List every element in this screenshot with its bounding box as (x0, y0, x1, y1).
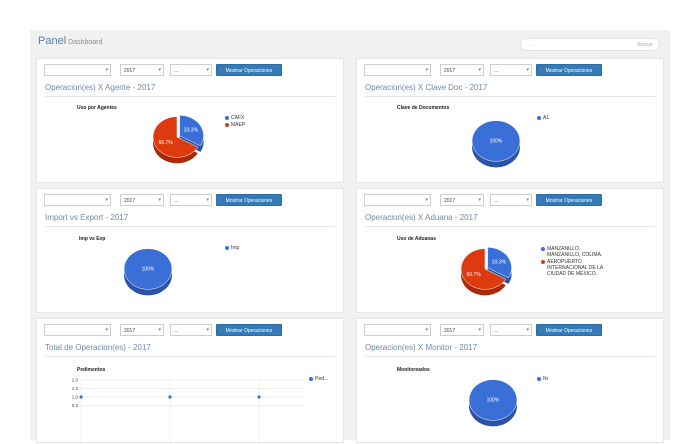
pie-chart: 100% (37, 189, 345, 314)
search-placeholder: ... (529, 42, 533, 48)
line-chart: 2.0 1.5 1.0 0.5 (37, 319, 345, 444)
pie-chart: 33.3% 66.7% (37, 59, 345, 184)
pie-chart: 33.3% 66.7% (357, 189, 665, 314)
search-button[interactable]: Buscar (637, 42, 653, 48)
y-tick-label: 0.5 (72, 403, 79, 408)
y-tick-label: 2.0 (72, 378, 79, 383)
pie-slice-label: 100% (490, 139, 503, 145)
page-subtitle: Dashboard (68, 39, 102, 46)
search-input[interactable]: ... Buscar (520, 38, 660, 51)
y-tick-label: 1.5 (72, 386, 79, 391)
y-tick-label: 1.0 (72, 395, 79, 400)
pie-slice-label: 33.3% (184, 128, 199, 134)
chart-axis: 2.0 1.5 1.0 0.5 (72, 378, 305, 444)
pie-chart: 100% (357, 59, 665, 184)
pie-chart: 100% (357, 319, 665, 444)
data-point[interactable] (168, 395, 171, 398)
pie-slice-label: 33.3% (492, 260, 507, 266)
data-point[interactable] (257, 395, 260, 398)
pie-slice-label: 66.7% (158, 140, 173, 146)
data-point[interactable] (79, 395, 82, 398)
pie-slice-label: 100% (487, 398, 500, 404)
pie-slice-label: 66.7% (466, 272, 481, 278)
pie-slice-label: 100% (142, 267, 155, 273)
page-title-text: Panel (38, 35, 66, 47)
